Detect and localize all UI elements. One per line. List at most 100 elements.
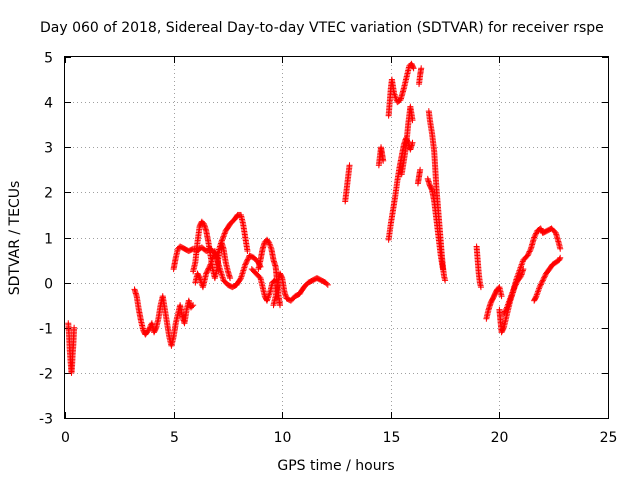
data-point	[500, 325, 507, 332]
data-point	[541, 273, 548, 280]
data-point	[324, 281, 331, 288]
data-point	[71, 324, 78, 331]
data-point	[244, 256, 251, 263]
data-point	[502, 307, 509, 314]
data-point	[221, 230, 228, 237]
data-point	[551, 228, 558, 235]
data-point	[323, 280, 330, 287]
data-point	[244, 257, 251, 264]
chart-title: Day 060 of 2018, Sidereal Day-to-day VTE…	[40, 20, 604, 36]
data-point	[278, 273, 285, 280]
data-point	[428, 185, 435, 192]
data-point	[222, 229, 229, 236]
data-point	[540, 276, 547, 283]
data-point	[152, 325, 159, 332]
data-point	[409, 139, 416, 146]
y-tick-label: -1	[39, 322, 53, 338]
data-point	[203, 270, 210, 277]
data-point	[206, 262, 213, 269]
x-tick-label: 25	[600, 430, 618, 446]
y-tick-label: 1	[44, 232, 53, 248]
data-point	[265, 238, 272, 245]
data-point	[203, 269, 210, 276]
y-axis-title: SDTVAR / TECUs	[7, 181, 23, 296]
data-point	[237, 276, 244, 283]
data-point	[196, 273, 203, 280]
data-markers	[65, 60, 564, 376]
data-point	[190, 302, 197, 309]
data-point	[205, 265, 212, 272]
x-tick-label: 20	[491, 430, 509, 446]
data-point	[380, 157, 387, 164]
axis-ticks	[65, 57, 609, 419]
y-tick-label: 3	[44, 141, 53, 157]
data-point	[267, 244, 274, 251]
y-tick-label: -3	[39, 412, 53, 428]
data-point	[532, 294, 539, 301]
y-tick-labels: -3 -2 -1 0 1 2 3 4 5	[39, 51, 53, 428]
data-point	[256, 273, 263, 280]
data-point	[418, 65, 425, 72]
data-point	[221, 231, 228, 238]
y-tick-label: -2	[39, 367, 53, 383]
y-tick-label: 4	[44, 96, 53, 112]
data-point	[524, 252, 531, 259]
data-point	[227, 275, 234, 282]
data-point	[242, 261, 249, 268]
data-point	[218, 239, 225, 246]
data-point	[537, 282, 544, 289]
data-point	[277, 302, 284, 309]
y-tick-label: 5	[44, 51, 53, 67]
data-point	[146, 325, 153, 332]
data-point	[220, 234, 227, 241]
data-point	[477, 284, 484, 291]
data-point	[533, 230, 540, 237]
data-point	[527, 247, 534, 254]
data-point	[410, 65, 417, 72]
x-axis-title: GPS time / hours	[277, 458, 394, 474]
data-point	[537, 281, 544, 288]
data-point	[204, 268, 211, 275]
data-point	[557, 245, 564, 252]
data-point	[417, 166, 424, 173]
data-point	[539, 277, 546, 284]
data-point	[218, 237, 225, 244]
data-point	[532, 231, 539, 238]
data-point	[409, 117, 416, 124]
data-point	[501, 309, 508, 316]
data-point	[205, 266, 212, 273]
data-point	[267, 242, 274, 249]
data-point	[503, 305, 510, 312]
x-tick-label: 15	[383, 430, 401, 446]
data-point	[266, 239, 273, 246]
data-point	[539, 278, 546, 285]
data-point	[525, 249, 532, 256]
data-point	[557, 254, 564, 261]
data-point	[189, 303, 196, 310]
data-point	[531, 234, 538, 241]
data-point	[243, 258, 250, 265]
data-point	[531, 233, 538, 240]
data-point	[242, 260, 249, 267]
y-tick-label: 0	[44, 277, 53, 293]
x-tick-label: 0	[61, 430, 70, 446]
data-point	[526, 248, 533, 255]
data-point	[206, 264, 213, 271]
data-point	[556, 255, 563, 262]
data-point	[498, 293, 505, 300]
data-point	[500, 311, 507, 318]
x-tick-labels: 0 5 10 15 20 25	[61, 430, 617, 446]
data-point	[410, 64, 417, 71]
y-tick-label: 2	[44, 186, 53, 202]
data-point	[346, 162, 353, 169]
data-point	[538, 280, 545, 287]
data-point	[502, 308, 509, 315]
x-tick-label: 5	[170, 430, 179, 446]
grid	[65, 57, 608, 418]
data-point	[525, 251, 532, 258]
data-point	[145, 327, 152, 334]
data-point	[244, 248, 251, 255]
data-point	[220, 233, 227, 240]
data-point	[439, 266, 446, 273]
